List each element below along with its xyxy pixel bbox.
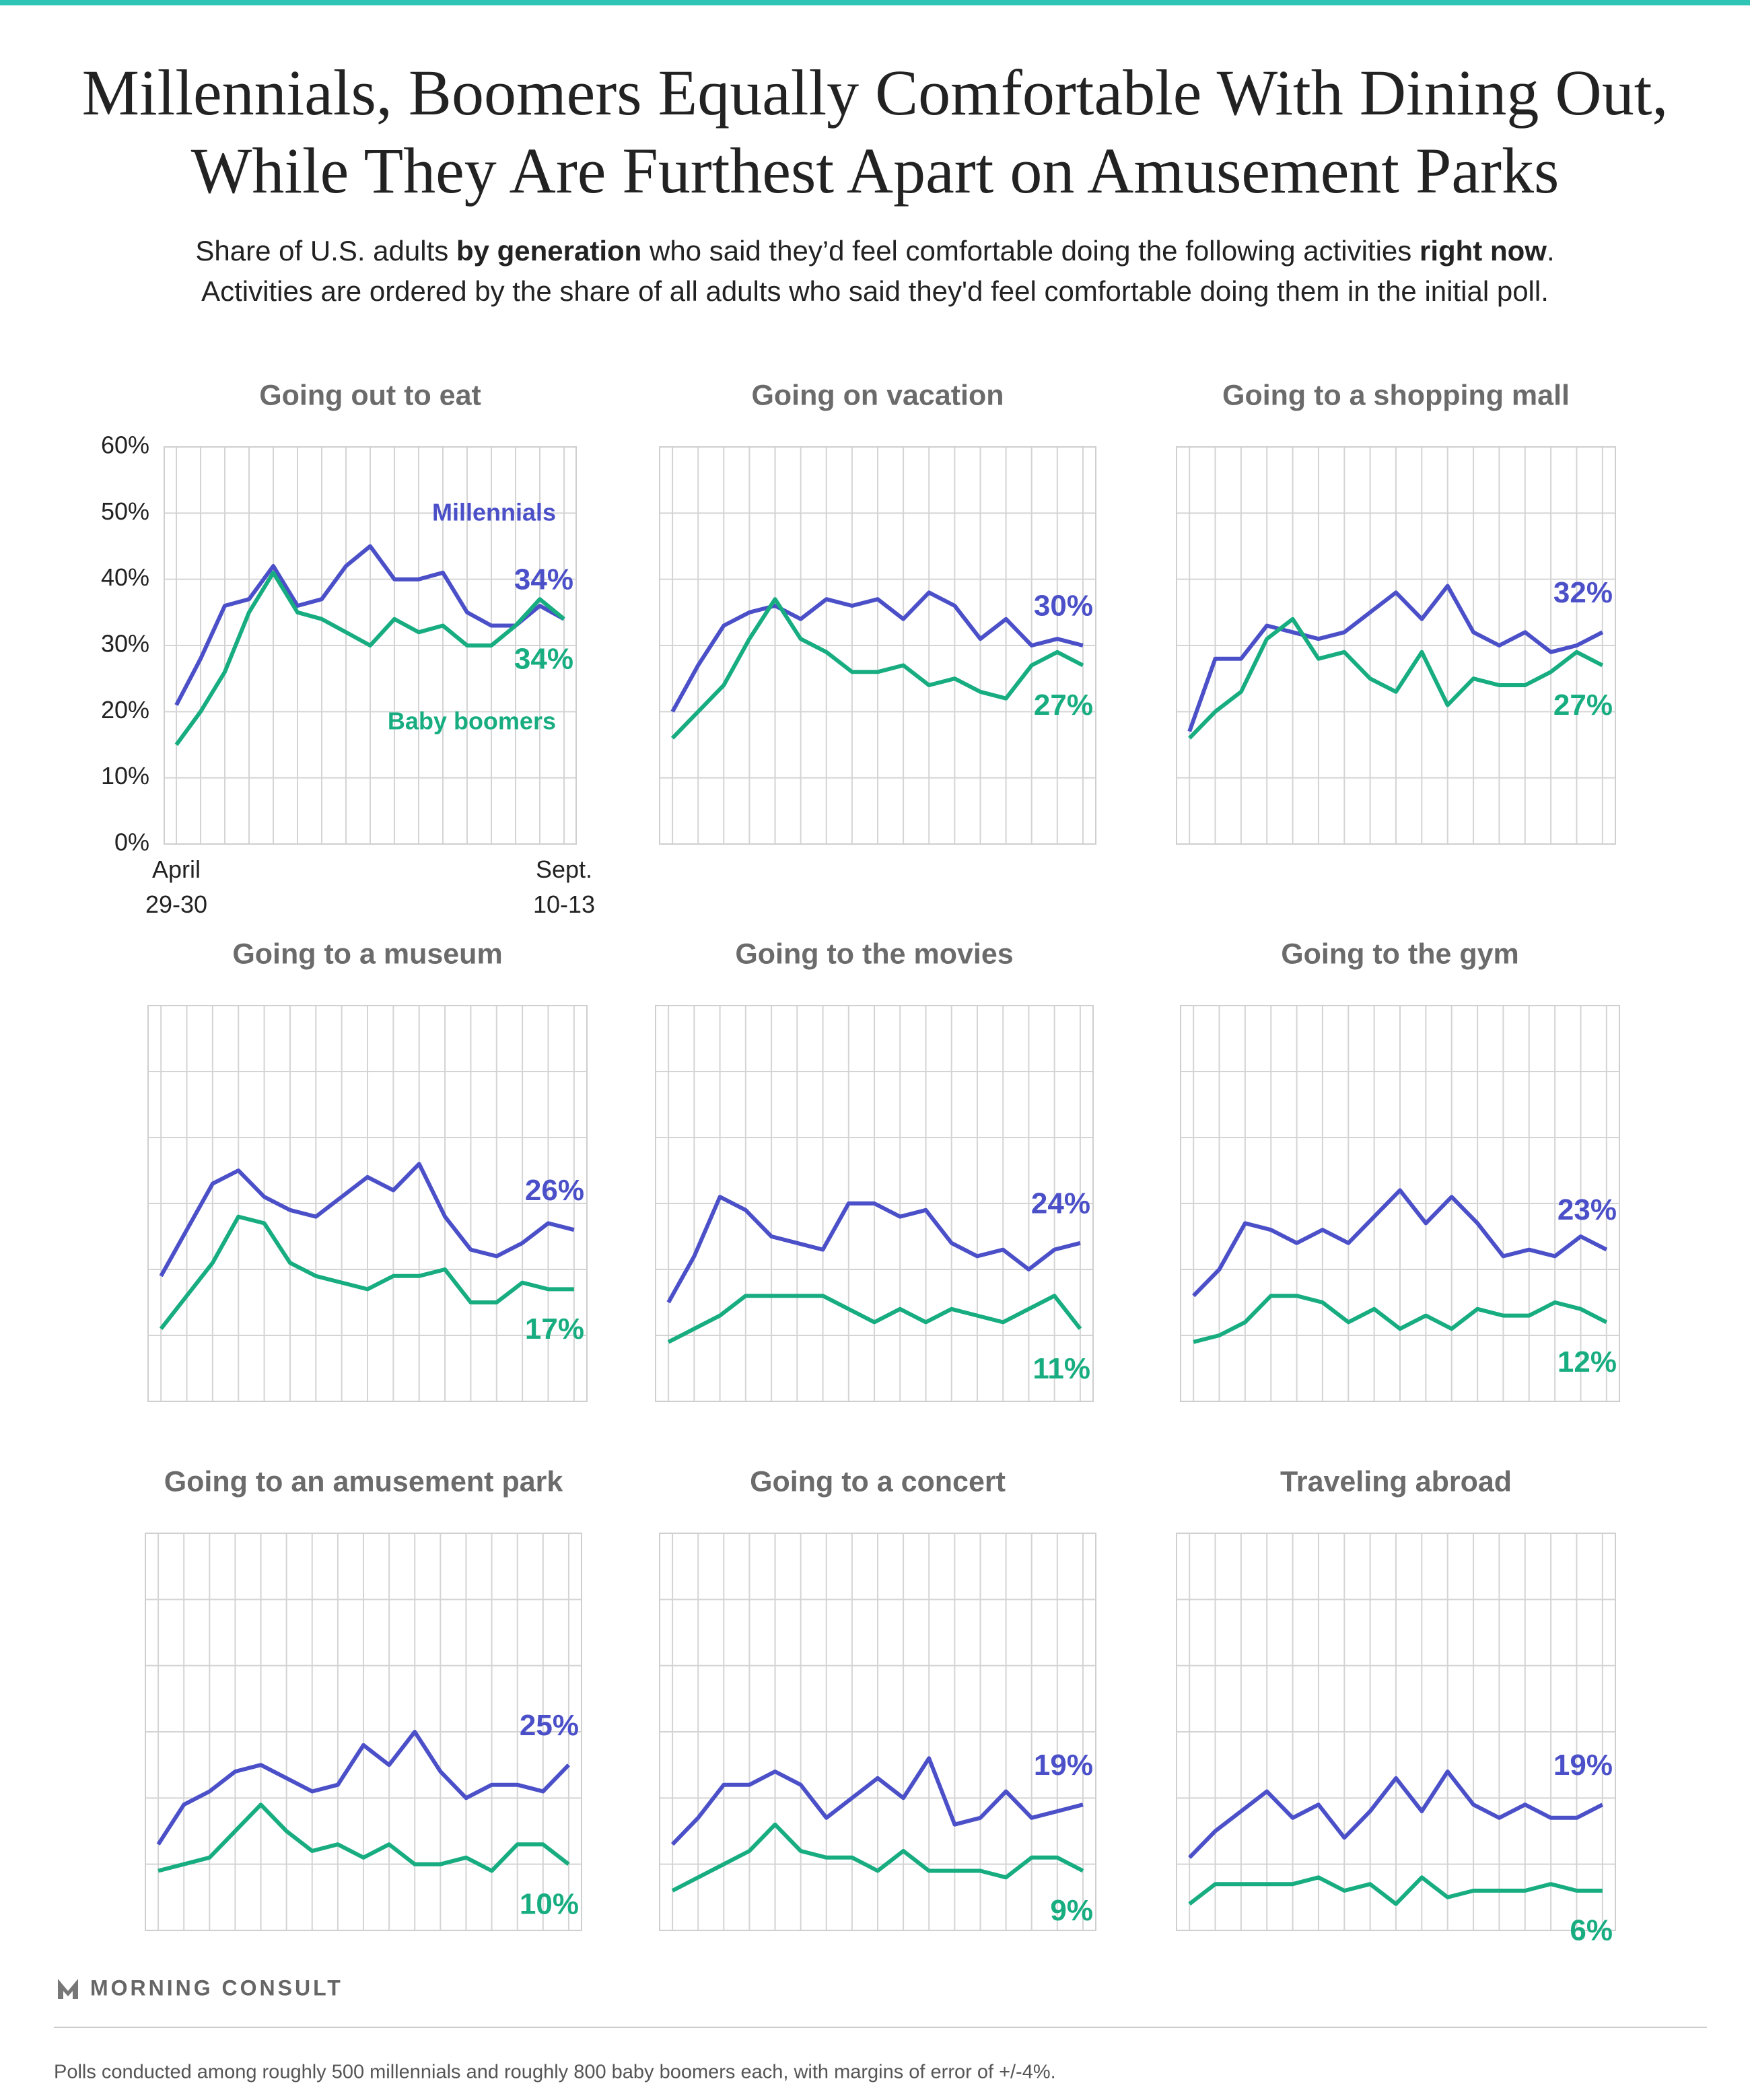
subtitle-line: Share of U.S. adults by generation who s…: [195, 235, 1554, 267]
value-label: 27%: [1034, 689, 1093, 722]
y-tick-label: 60%: [101, 431, 149, 459]
value-label: 32%: [1553, 576, 1613, 609]
series-line: [159, 1214, 574, 1331]
title-line: Millennials, Boomers Equally Comfortable…: [82, 57, 1669, 129]
series-line: [670, 590, 1084, 713]
value-label: 10%: [520, 1887, 579, 1920]
value-label: 11%: [1032, 1352, 1090, 1385]
title-line: While They Are Furthest Apart on Amuseme…: [191, 135, 1560, 207]
value-label: 23%: [1558, 1193, 1617, 1226]
panel-title: Going on vacation: [751, 379, 1004, 411]
series-line: [158, 1803, 570, 1873]
top-bar: [0, 0, 1750, 5]
subtitle-segment: .: [1547, 235, 1555, 267]
y-tick-label: 50%: [101, 497, 149, 525]
subtitle-segment: who said they’d feel comfortable doing t…: [641, 235, 1420, 267]
subtitle-segment: Share of U.S. adults: [195, 235, 456, 267]
y-tick-label: 0%: [114, 829, 149, 856]
subtitle-line: Activities are ordered by the share of a…: [201, 275, 1549, 307]
value-label: 27%: [1553, 689, 1613, 722]
panel-title: Traveling abroad: [1280, 1465, 1512, 1498]
plot-frame: [1176, 1533, 1616, 1931]
panel-title: Going out to eat: [259, 379, 481, 411]
value-label: 9%: [1050, 1894, 1093, 1927]
panel-title: Going to the movies: [735, 938, 1013, 970]
plot-frame: [1180, 1005, 1620, 1402]
subtitle-segment: by generation: [456, 235, 641, 267]
series-line: [1188, 1875, 1603, 1906]
series-line: [159, 1162, 575, 1278]
subtitle-segment: Activities are ordered by the share of a…: [201, 275, 1549, 307]
x-tick-label: Sept. 10-13: [533, 855, 595, 918]
x-tick-label: April 29-30: [145, 855, 207, 918]
value-label: 34%: [514, 563, 573, 596]
logo: MORNING CONSULT: [90, 1975, 343, 2000]
y-tick-label: 20%: [101, 696, 149, 724]
panel-title: Going to a shopping mall: [1222, 379, 1570, 411]
series-line: [670, 1756, 1084, 1846]
series-name: Baby boomers: [388, 707, 556, 735]
panel-title: Going to a concert: [750, 1465, 1006, 1498]
value-label: 34%: [514, 642, 573, 675]
series-name: Millennials: [432, 499, 556, 526]
series-line: [1187, 584, 1604, 732]
panel-title: Going to an amusement park: [164, 1465, 563, 1498]
value-label: 12%: [1558, 1345, 1617, 1378]
plot-frame: [659, 1533, 1096, 1931]
value-label: 30%: [1034, 590, 1093, 623]
value-label: 19%: [1034, 1749, 1093, 1782]
value-label: 26%: [525, 1174, 584, 1207]
plot-frame: [164, 446, 577, 845]
value-label: 17%: [525, 1312, 584, 1345]
value-label: 25%: [520, 1709, 579, 1742]
series-line: [1192, 1188, 1608, 1298]
y-tick-label: 30%: [101, 630, 149, 658]
panels: Going out to eat 0% 10% 20% 30% 40% 50% 60% Apri…: [101, 379, 1620, 1947]
series-line: [1188, 617, 1604, 740]
plot-frame: [147, 1005, 588, 1402]
panel-title: Going to a museum: [232, 938, 502, 970]
source-note: Polls conducted among roughly 500 millen…: [54, 2062, 1056, 2083]
series-line: [156, 1730, 571, 1846]
series-line: [670, 597, 1084, 740]
value-label: 6%: [1570, 1914, 1613, 1947]
value-label: 24%: [1031, 1187, 1090, 1220]
plot-frame: [659, 446, 1096, 845]
logo-icon: [58, 1979, 78, 1999]
series-line: [667, 1294, 1082, 1344]
plot-frame: [655, 1005, 1094, 1402]
series-line: [1188, 1770, 1604, 1859]
plot-frame: [145, 1533, 582, 1931]
y-tick-label: 10%: [101, 762, 149, 790]
series-line: [1193, 1294, 1608, 1344]
series-line: [174, 544, 565, 706]
value-label: 19%: [1553, 1749, 1613, 1782]
series-line: [671, 1822, 1084, 1893]
series-line: [174, 570, 565, 746]
plot-frame: [1176, 446, 1616, 845]
series-line: [666, 1195, 1081, 1304]
y-tick-label: 40%: [101, 563, 149, 591]
panel-title: Going to the gym: [1281, 938, 1519, 970]
subtitle-segment: right now: [1420, 235, 1547, 267]
